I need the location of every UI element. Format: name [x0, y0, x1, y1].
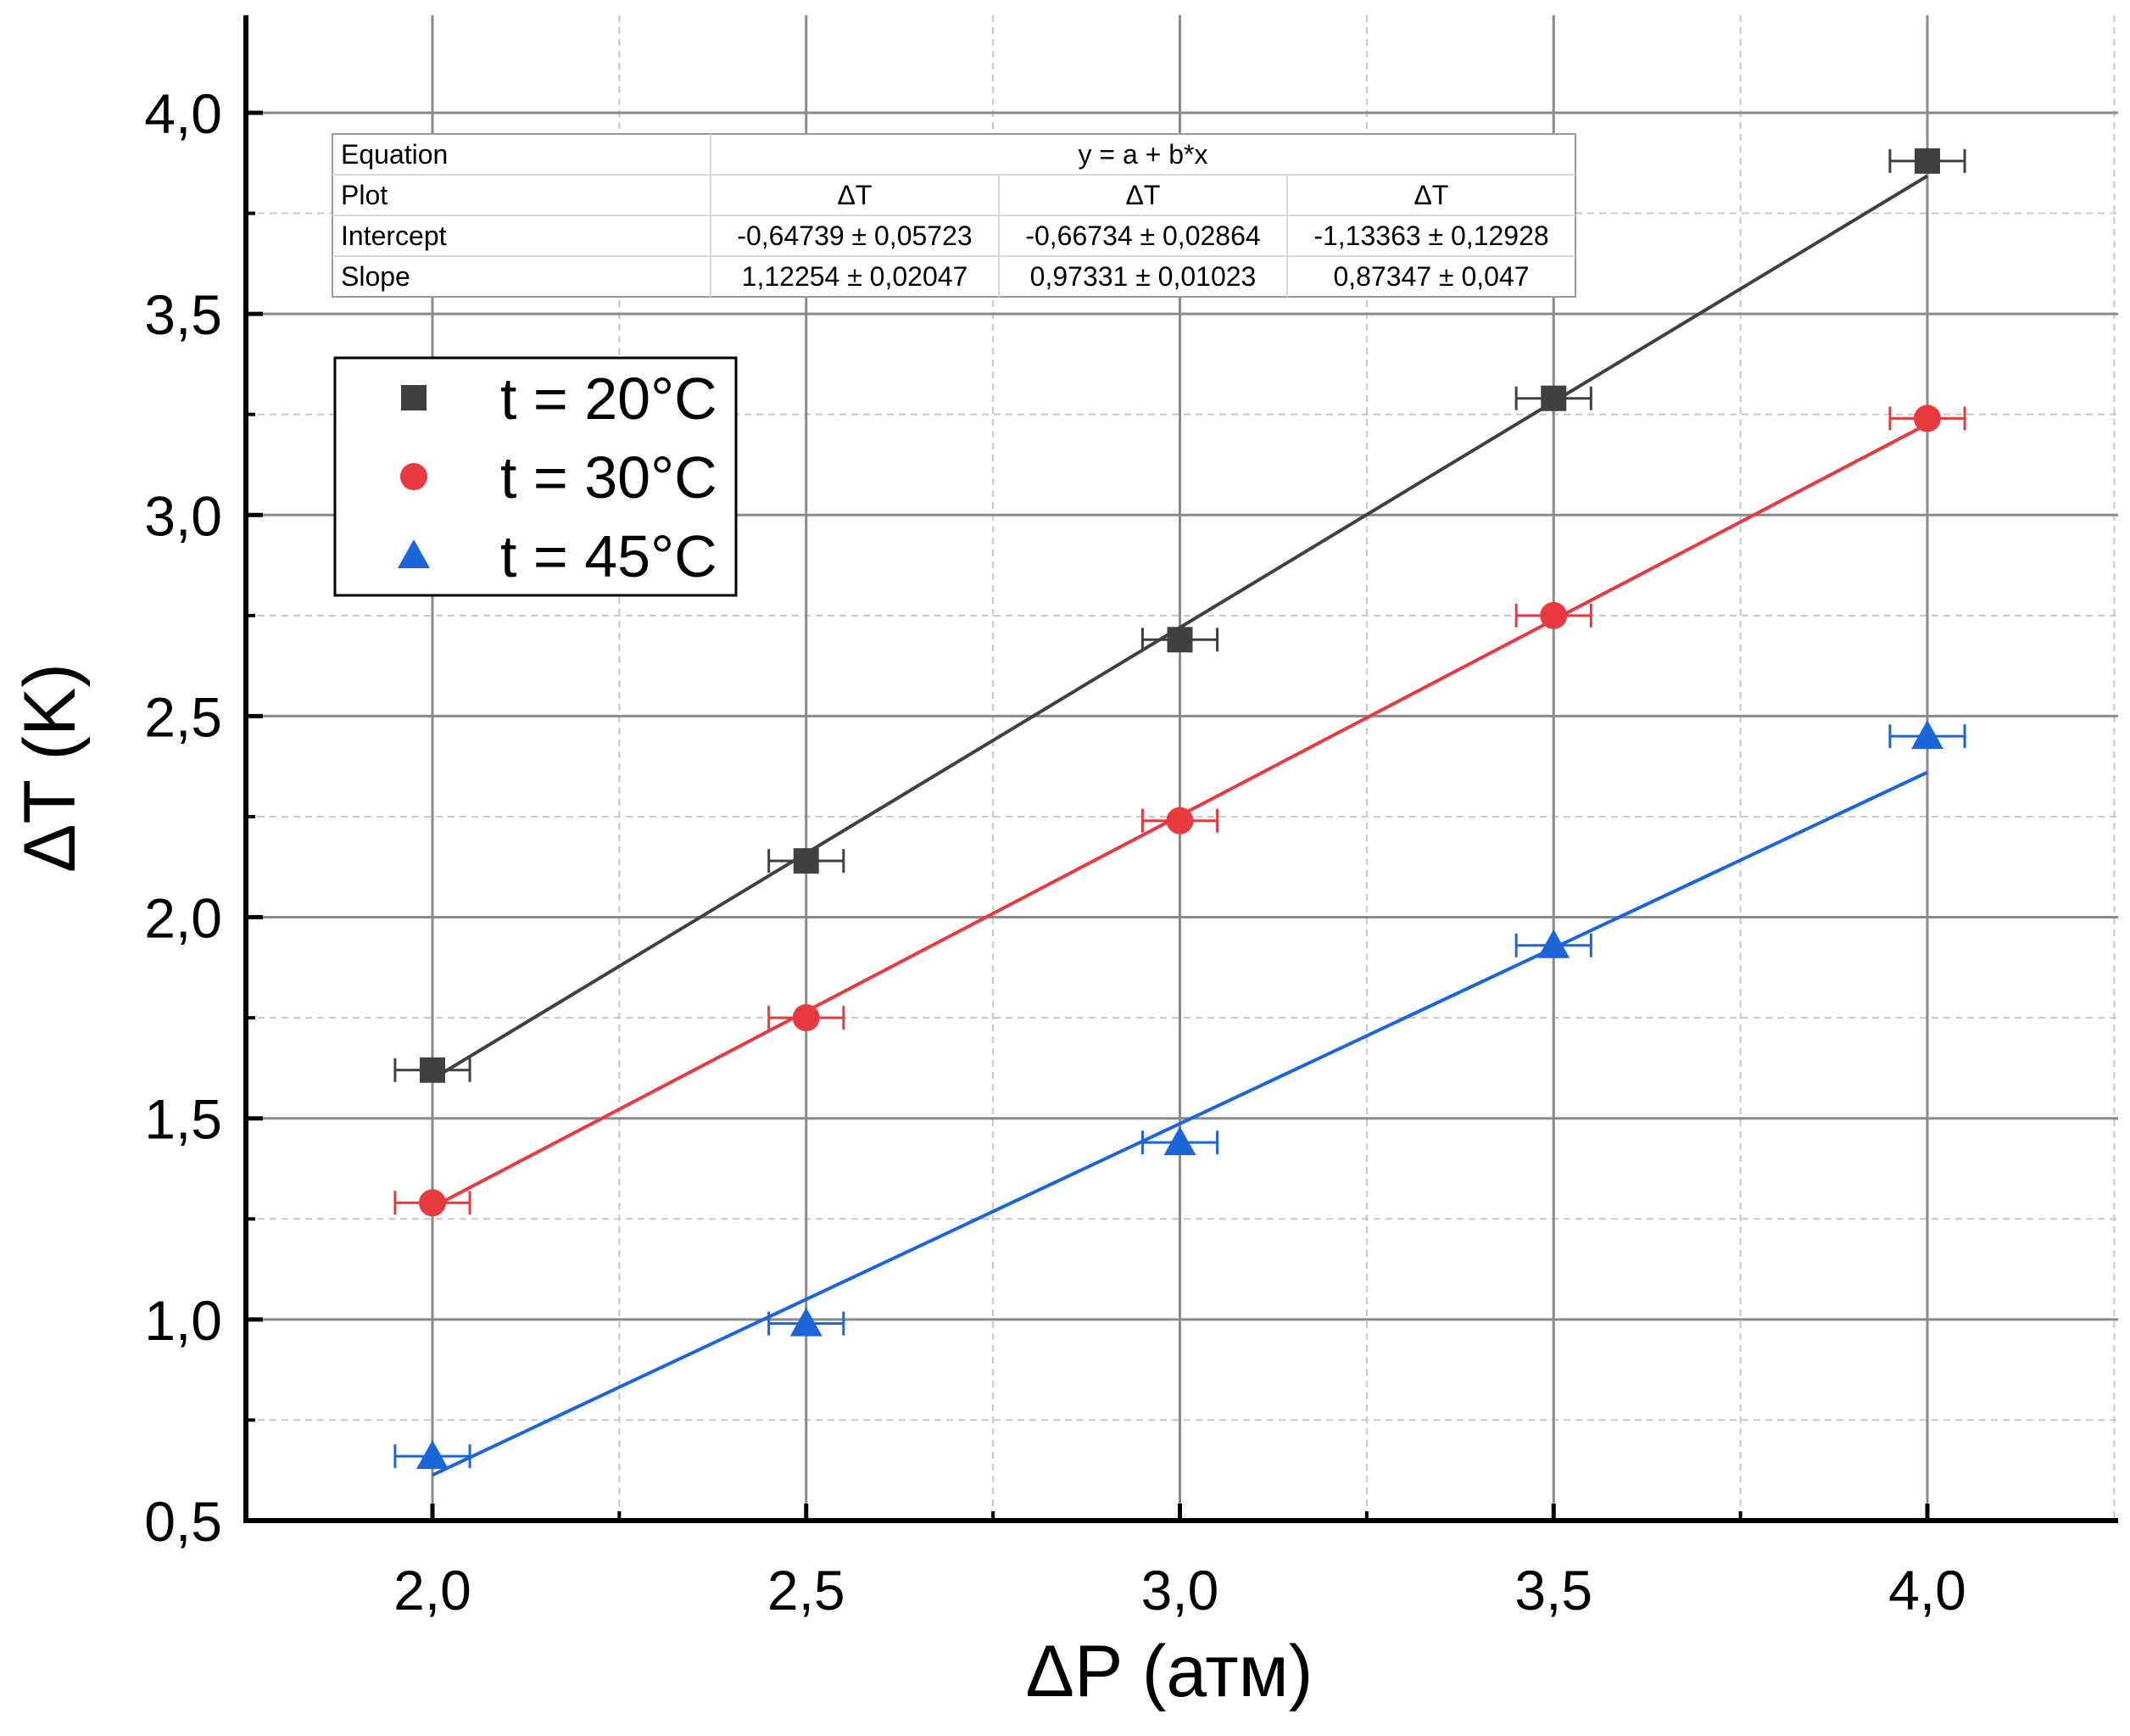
data-markers: [416, 148, 1943, 1470]
y-axis-title: ΔT (K): [9, 663, 91, 873]
x-tick-label: 2,0: [393, 1559, 471, 1622]
data-point-triangle: [1537, 929, 1570, 958]
legend-label: t = 45°C: [500, 523, 717, 589]
y-tick-label: 2,5: [144, 685, 222, 748]
data-point-circle: [1914, 405, 1941, 433]
y-tick-label: 2,0: [144, 887, 222, 950]
y-tick-label: 3,0: [144, 484, 222, 547]
data-point-circle: [1540, 601, 1568, 629]
x-axis-title: ΔP (атм): [1026, 1631, 1313, 1712]
y-tick-label: 1,0: [144, 1289, 222, 1352]
fit-table-cell: 1,12254 ± 0,02047: [742, 261, 968, 292]
fit-table-cell: -0,66734 ± 0,02864: [1025, 220, 1260, 251]
grid-minor: [246, 15, 2118, 1521]
data-point-square: [420, 1057, 445, 1083]
x-tick-label: 2,5: [767, 1559, 845, 1622]
fit-table-cell: 0,87347 ± 0,047: [1333, 261, 1529, 292]
legend-marker-square: [401, 385, 427, 410]
fit-line-3: [432, 770, 1928, 1477]
legend-label: t = 30°C: [500, 444, 717, 511]
fit-table-row-label: Intercept: [341, 220, 447, 251]
y-tick-label: 3,5: [144, 283, 222, 346]
ticks: 2,0 2,5 3,0 3,5 4,0 0,5 1,0 1,5 2,0 2,5 3,0 3,5 4,0: [144, 82, 1966, 1622]
data-point-triangle: [416, 1440, 449, 1470]
fit-table-cell: ΔT: [1414, 180, 1449, 210]
data-point-circle: [792, 1004, 820, 1032]
x-tick-label: 4,0: [1888, 1559, 1966, 1622]
fit-table-row-label: Plot: [341, 180, 388, 210]
fit-table: Equation y = a + b*x Plot ΔT ΔT ΔT Intercept -0…: [332, 133, 1576, 298]
data-point-square: [793, 848, 819, 874]
legend-marker-triangle: [398, 539, 430, 568]
data-point-circle: [1166, 807, 1194, 835]
fit-table-row-label: Equation: [341, 139, 448, 170]
fit-table-cell: -1,13363 ± 0,12928: [1313, 220, 1548, 251]
data-point-square: [1915, 148, 1940, 174]
fit-table-row-label: Slope: [341, 261, 410, 292]
fit-table-cell: ΔT: [1126, 180, 1161, 210]
x-tick-label: 3,5: [1514, 1559, 1592, 1622]
legend-label: t = 20°C: [500, 366, 717, 432]
fit-table-cell: 0,97331 ± 0,01023: [1030, 261, 1257, 292]
legend-marker-circle: [400, 463, 427, 490]
y-tick-label: 4,0: [144, 82, 222, 145]
x-tick-label: 3,0: [1141, 1559, 1219, 1622]
legend: t = 20°C t = 30°C t = 45°C: [333, 356, 738, 597]
fit-table-cell: -0,64739 ± 0,05723: [737, 220, 972, 251]
y-tick-label: 1,5: [144, 1088, 222, 1151]
data-point-triangle: [1911, 720, 1943, 750]
y-tick-label: 0,5: [144, 1490, 222, 1553]
fit-table-cell: y = a + b*x: [1079, 139, 1208, 170]
fit-table-cell: ΔT: [838, 180, 873, 210]
data-point-square: [1541, 385, 1567, 411]
data-point-triangle: [789, 1307, 822, 1337]
data-point-square: [1167, 627, 1193, 653]
data-point-circle: [419, 1189, 446, 1217]
data-point-triangle: [1163, 1126, 1196, 1156]
